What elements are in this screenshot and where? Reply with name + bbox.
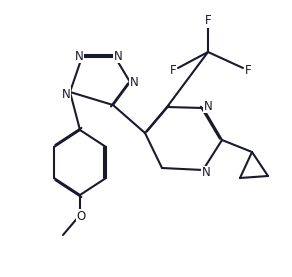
Text: F: F — [245, 63, 251, 76]
Text: N: N — [204, 99, 212, 112]
Text: N: N — [62, 88, 70, 101]
Text: F: F — [170, 63, 176, 76]
Text: N: N — [201, 166, 210, 179]
Text: N: N — [130, 76, 138, 88]
Text: F: F — [205, 14, 211, 27]
Text: O: O — [77, 209, 86, 222]
Text: N: N — [114, 50, 122, 63]
Text: N: N — [75, 50, 84, 63]
